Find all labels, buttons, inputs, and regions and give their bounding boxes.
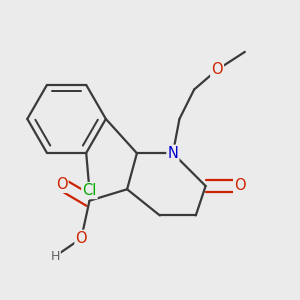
Text: O: O [56, 177, 68, 192]
Text: O: O [211, 62, 223, 77]
Text: O: O [76, 231, 87, 246]
Text: N: N [167, 146, 178, 161]
Text: H: H [50, 250, 60, 263]
Text: O: O [234, 178, 246, 194]
Text: Cl: Cl [82, 183, 97, 198]
